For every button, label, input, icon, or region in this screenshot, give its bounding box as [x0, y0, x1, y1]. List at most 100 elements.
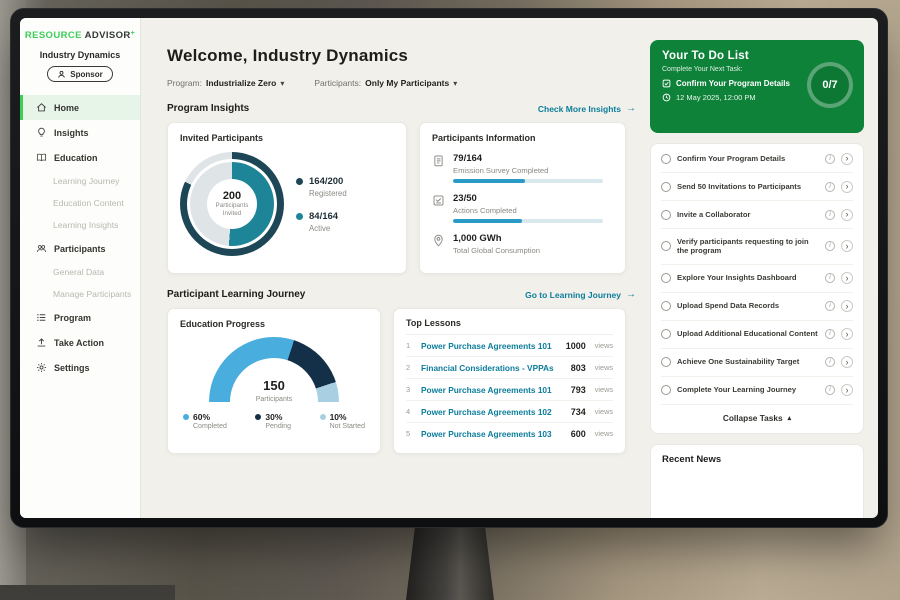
todo-item[interactable]: Verify participants requesting to join t…	[661, 229, 853, 265]
lesson-link[interactable]: Power Purchase Agreements 101	[421, 384, 552, 395]
logo-text-primary: RESOURCE	[24, 30, 82, 41]
task-label: Verify participants requesting to join t…	[677, 236, 809, 256]
chevron-right-icon[interactable]: ›	[841, 356, 853, 369]
invited-participants-card: Invited Participants 200 Participants In…	[167, 122, 407, 274]
sidebar-item-learning-insights[interactable]: Learning Insights	[53, 220, 119, 230]
page-title: Welcome, Industry Dynamics	[167, 46, 409, 65]
logo-text-secondary: ADVISOR	[84, 30, 131, 41]
legend-item: 30% Pending	[255, 412, 291, 430]
participants-filter[interactable]: Participants: Only My Participants ▾	[314, 78, 457, 88]
info-icon[interactable]: i	[825, 209, 835, 220]
todo-title: Your To Do List	[662, 50, 749, 62]
sidebar-item-education[interactable]: Education	[20, 145, 140, 170]
todo-summary-card: Your To Do List Complete Your Next Task:…	[650, 40, 864, 133]
task-checkbox[interactable]	[661, 329, 671, 340]
todo-item[interactable]: Upload Spend Data Records i ›	[661, 293, 853, 321]
info-icon[interactable]: i	[825, 273, 835, 284]
program-filter[interactable]: Program: Industrialize Zero ▾	[167, 78, 284, 88]
todo-item[interactable]: Achieve One Sustainability Target i ›	[661, 349, 853, 377]
sidebar-item-manage-participants[interactable]: Manage Participants	[53, 289, 132, 299]
chevron-right-icon[interactable]: ›	[841, 240, 853, 253]
monitor-stand	[406, 528, 494, 600]
todo-panel: Your To Do List Complete Your Next Task:…	[650, 18, 864, 518]
sidebar-item-program[interactable]: Program	[20, 305, 140, 330]
logo-plus: +	[130, 30, 136, 37]
lesson-link[interactable]: Power Purchase Agreements 101	[421, 340, 552, 351]
sidebar-item-participants[interactable]: Participants	[20, 236, 140, 261]
lesson-rank: 2	[406, 363, 411, 372]
sidebar-item-learning-journey[interactable]: Learning Journey	[53, 176, 120, 186]
book-icon	[36, 152, 47, 163]
task-checkbox[interactable]	[661, 241, 671, 252]
main-content: Welcome, Industry Dynamics Program: Indu…	[141, 18, 638, 518]
lesson-link[interactable]: Financial Considerations - VPPAs	[421, 362, 554, 373]
arrow-right-icon: →	[626, 289, 636, 300]
arrow-right-icon: →	[626, 103, 636, 114]
sidebar-item-take-action[interactable]: Take Action	[20, 330, 140, 355]
sidebar-item-general-data[interactable]: General Data	[53, 267, 105, 277]
card-title: Education Progress	[180, 319, 266, 329]
info-icon[interactable]: i	[825, 241, 835, 252]
sidebar-item-insights[interactable]: Insights	[20, 120, 140, 145]
invited-legend-dot	[296, 177, 303, 185]
task-checkbox[interactable]	[661, 273, 671, 284]
info-icon[interactable]: i	[825, 181, 835, 192]
todo-item[interactable]: Complete Your Learning Journey i ›	[661, 377, 853, 405]
chevron-right-icon[interactable]: ›	[841, 384, 853, 397]
info-icon[interactable]: i	[825, 385, 835, 396]
collapse-tasks-button[interactable]: Collapse Tasks ▴	[661, 405, 853, 432]
invited-legend-dot	[296, 212, 303, 220]
card-title: Invited Participants	[180, 133, 264, 143]
sidebar-item-education-content[interactable]: Education Content	[53, 198, 124, 208]
info-icon[interactable]: i	[825, 153, 835, 164]
chevron-right-icon[interactable]: ›	[841, 300, 853, 313]
go-to-learning-journey-link[interactable]: Go to Learning Journey →	[525, 289, 636, 300]
info-icon[interactable]: i	[825, 301, 835, 312]
info-icon[interactable]: i	[825, 329, 835, 340]
lesson-views: 600	[570, 428, 586, 439]
todo-next-task[interactable]: Confirm Your Program Details	[662, 79, 852, 88]
legend-label: Not Started	[329, 423, 365, 430]
chevron-right-icon[interactable]: ›	[841, 208, 853, 221]
todo-item[interactable]: Send 50 Invitations to Participants i ›	[661, 173, 853, 201]
donut-center-label: Participants Invited	[215, 202, 249, 217]
legend-label: Registered	[309, 188, 347, 198]
program-filter-label: Program:	[167, 78, 202, 88]
task-checkbox[interactable]	[661, 181, 671, 192]
sidebar-item-settings[interactable]: Settings	[20, 355, 140, 380]
task-label: Upload Additional Educational Content	[677, 329, 818, 339]
program-insights-header: Program Insights Check More Insights →	[167, 103, 636, 114]
info-icon[interactable]: i	[825, 357, 835, 368]
task-label: Upload Spend Data Records	[677, 301, 780, 311]
chevron-right-icon[interactable]: ›	[841, 152, 853, 165]
lesson-link[interactable]: Power Purchase Agreements 102	[421, 406, 552, 417]
sponsor-badge[interactable]: Sponsor	[47, 66, 113, 82]
chevron-right-icon[interactable]: ›	[841, 180, 853, 193]
task-label: Complete Your Learning Journey	[677, 385, 797, 395]
legend-value: 164/200	[309, 175, 344, 187]
todo-progress-ring: 0/7	[807, 62, 853, 108]
lesson-link[interactable]: Power Purchase Agreements 103	[421, 428, 552, 439]
todo-item[interactable]: Explore Your Insights Dashboard i ›	[661, 265, 853, 293]
todo-next-task-label: Confirm Your Program Details	[676, 79, 790, 88]
task-checkbox[interactable]	[661, 385, 671, 396]
top-lessons-card: Top Lessons 1 Power Purchase Agreements …	[393, 308, 626, 454]
chevron-right-icon[interactable]: ›	[841, 328, 853, 341]
todo-item[interactable]: Invite a Collaborator i ›	[661, 201, 853, 229]
check-more-insights-link[interactable]: Check More Insights →	[538, 103, 636, 114]
todo-item[interactable]: Upload Additional Educational Content i …	[661, 321, 853, 349]
chevron-right-icon[interactable]: ›	[841, 272, 853, 285]
invited-participants-donut: 200 Participants Invited	[180, 152, 284, 256]
task-checkbox[interactable]	[661, 209, 671, 220]
collapse-tasks-label: Collapse Tasks	[722, 412, 783, 423]
task-checkbox[interactable]	[661, 357, 671, 368]
sidebar-item-label: Settings	[54, 362, 90, 373]
task-checkbox[interactable]	[661, 153, 671, 164]
task-label: Send 50 Invitations to Participants	[677, 181, 802, 191]
task-checkbox[interactable]	[661, 301, 671, 312]
sidebar-item-home[interactable]: Home	[20, 95, 140, 120]
lesson-views: 734	[570, 406, 586, 417]
sidebar-item-label: Education	[54, 152, 98, 163]
legend-value: 84/164	[309, 210, 339, 222]
todo-item[interactable]: Confirm Your Program Details i ›	[661, 145, 853, 173]
